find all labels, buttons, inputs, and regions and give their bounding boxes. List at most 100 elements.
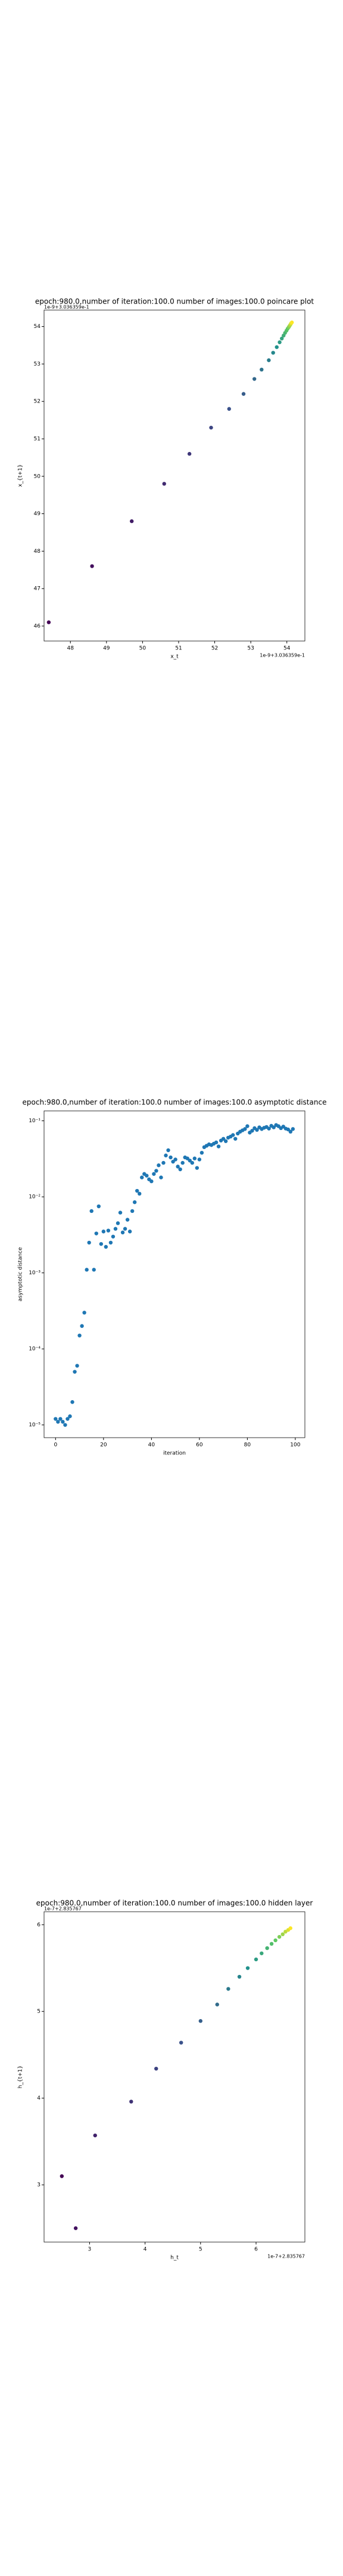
chart-title: epoch:980.0,number of iteration:100.0 nu… <box>35 298 314 306</box>
point <box>127 1230 132 1234</box>
point <box>273 1938 277 1943</box>
point <box>231 1133 235 1137</box>
y-tick-label: 6 <box>37 1922 40 1928</box>
x-axis-label: x_t <box>170 654 179 660</box>
point <box>237 1974 242 1979</box>
x-tick-label: 80 <box>244 1442 251 1448</box>
point <box>87 1240 91 1245</box>
point <box>179 2041 183 2045</box>
x-tick-label: 60 <box>196 1442 203 1448</box>
point <box>187 451 192 456</box>
point <box>130 1209 135 1213</box>
point <box>267 1126 271 1131</box>
point <box>254 1957 258 1962</box>
point <box>164 1153 168 1157</box>
x-tick-label: 0 <box>54 1442 57 1448</box>
y-tick-label: 10⁻¹ <box>29 1118 40 1124</box>
x-axis-label: iteration <box>163 1451 186 1457</box>
point <box>243 1127 247 1131</box>
point <box>162 482 166 486</box>
point <box>125 1218 130 1222</box>
point <box>56 1420 60 1424</box>
y-tick-label: 49 <box>34 511 41 517</box>
y-axis-label: asymptotic distance <box>18 1247 24 1301</box>
x-offset-text: 1e-7+2.835767 <box>267 2254 305 2259</box>
chart-title: epoch:980.0,number of iteration:100.0 nu… <box>23 1098 327 1107</box>
y-tick-label: 52 <box>34 399 40 405</box>
point <box>195 1166 199 1170</box>
y-tick-label: 54 <box>34 324 41 330</box>
point <box>77 1333 82 1337</box>
point <box>58 1417 63 1421</box>
point <box>66 1417 70 1421</box>
y-offset-text: 1e-7+2.835767 <box>44 1906 82 1912</box>
point <box>289 320 294 324</box>
x-tick-label: 6 <box>254 2247 258 2253</box>
point <box>161 1160 166 1165</box>
x-tick-label: 48 <box>67 646 74 652</box>
y-tick-label: 50 <box>34 473 41 479</box>
x-tick-label: 51 <box>175 646 182 652</box>
point <box>291 1127 295 1131</box>
point <box>198 2019 202 2023</box>
y-tick-label: 46 <box>34 623 41 629</box>
x-tick-label: 53 <box>247 646 254 652</box>
point <box>54 1417 58 1421</box>
point <box>197 1157 202 1162</box>
point <box>94 1231 98 1236</box>
y-axis-label: x_{t+1} <box>18 464 24 487</box>
point <box>149 1179 154 1184</box>
point <box>96 1204 101 1209</box>
point <box>138 1191 142 1196</box>
x-tick-label: 20 <box>100 1442 107 1448</box>
point <box>260 367 264 372</box>
x-tick-label: 4 <box>144 2247 147 2253</box>
point <box>82 1311 86 1315</box>
point <box>178 1167 182 1172</box>
point <box>277 340 282 345</box>
point <box>245 1124 250 1128</box>
point <box>154 2066 158 2071</box>
point <box>280 336 284 340</box>
point <box>188 1159 192 1163</box>
point <box>255 1128 259 1132</box>
point <box>209 425 213 430</box>
point <box>269 1942 274 1946</box>
point <box>260 1951 264 1955</box>
x-tick-label: 100 <box>290 1442 300 1448</box>
y-tick-label: 10⁻⁵ <box>29 1422 40 1428</box>
x-offset-text: 1e-9+3.036359e-1 <box>260 653 305 658</box>
y-tick-label: 4 <box>37 2095 40 2101</box>
point <box>272 1125 276 1129</box>
point <box>140 1175 144 1179</box>
point <box>73 2226 78 2230</box>
point <box>92 1268 96 1272</box>
point <box>63 1423 67 1427</box>
point <box>116 1221 120 1225</box>
point <box>99 1241 104 1246</box>
point <box>108 1240 113 1245</box>
x-tick-label: 5 <box>199 2247 202 2253</box>
point <box>245 1966 250 1970</box>
point <box>70 1400 74 1404</box>
point <box>61 1420 65 1424</box>
y-tick-label: 51 <box>34 436 40 442</box>
point <box>118 1210 123 1215</box>
plot-area <box>43 1110 305 1438</box>
point <box>101 1230 106 1234</box>
point <box>157 1163 161 1168</box>
point <box>104 1244 108 1249</box>
point <box>135 1188 139 1193</box>
point <box>176 1165 180 1169</box>
point <box>226 1987 230 1991</box>
point <box>60 2174 64 2178</box>
point <box>159 1175 163 1179</box>
point <box>286 1127 291 1132</box>
point <box>265 1946 269 1950</box>
plot-area <box>43 309 305 642</box>
point <box>288 1129 293 1134</box>
point <box>145 1174 149 1178</box>
point <box>113 1227 118 1231</box>
point <box>192 1156 197 1160</box>
x-tick-label: 54 <box>283 646 291 652</box>
